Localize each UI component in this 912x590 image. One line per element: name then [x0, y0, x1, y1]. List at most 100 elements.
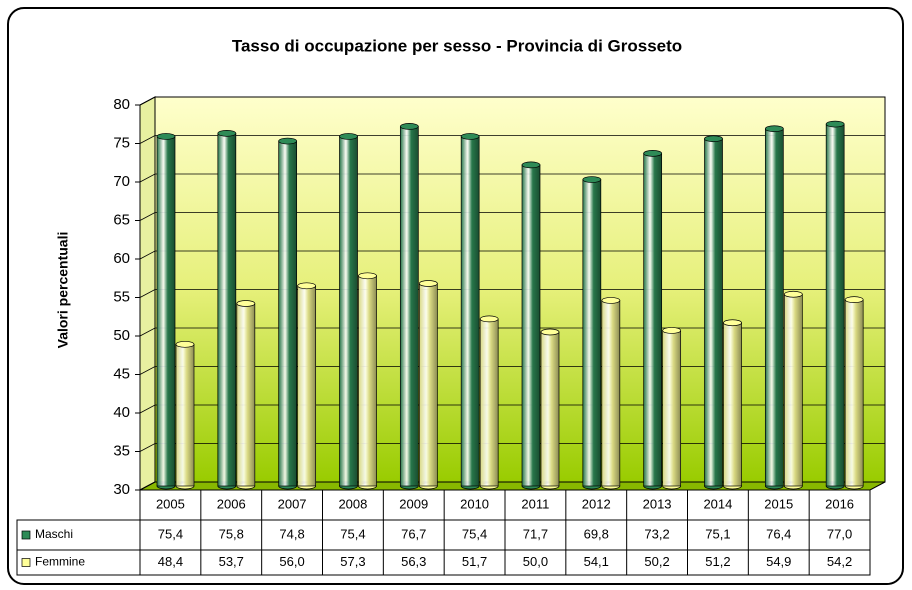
- bar-cap: [764, 125, 784, 133]
- bar-shading: [339, 136, 358, 487]
- bar-shading: [157, 136, 175, 487]
- bar-shading: [358, 275, 377, 486]
- bar-cap: [582, 176, 602, 183]
- table-value: 51,7: [462, 554, 487, 569]
- table-value: 69,8: [584, 526, 609, 541]
- bar-shading: [236, 303, 255, 486]
- bar-cap: [297, 282, 317, 290]
- y-tick-label: 70: [113, 173, 130, 190]
- table-value: 71,7: [523, 526, 548, 541]
- table-value: 50,0: [523, 554, 548, 569]
- x-tick-label: 2011: [521, 496, 549, 511]
- bar-shading: [480, 318, 499, 486]
- grid-line: [139, 443, 885, 452]
- bar-shading: [419, 283, 438, 486]
- x-tick-label: 2013: [643, 496, 672, 511]
- bar-shading: [541, 332, 559, 486]
- grid-line: [139, 404, 885, 414]
- chart-title: Tasso di occupazione per sesso - Provinc…: [232, 36, 682, 55]
- x-tick-label: 2010: [460, 496, 489, 511]
- table-value: 76,4: [766, 526, 791, 541]
- bar-shading: [297, 285, 316, 486]
- legend-label: Maschi: [35, 527, 73, 541]
- y-tick-label: 60: [113, 250, 130, 267]
- bar-cap: [156, 133, 176, 140]
- y-axis-label: Valori percentuali: [55, 232, 71, 349]
- x-tick-label: 2009: [399, 496, 428, 511]
- table-value: 51,2: [705, 554, 730, 569]
- bar-shading: [643, 153, 662, 487]
- table-value: 54,1: [584, 554, 609, 569]
- bar-shading: [400, 126, 419, 486]
- table-value: 48,4: [158, 554, 183, 569]
- legend-swatch: [21, 530, 31, 540]
- bar-cap: [339, 133, 358, 140]
- bar-cap: [521, 161, 541, 169]
- legend-label: Femmine: [35, 555, 85, 569]
- grid-line: [139, 289, 885, 298]
- bar-shading: [601, 300, 620, 486]
- x-tick-label: 2015: [764, 496, 793, 511]
- bar-cap: [479, 315, 499, 323]
- x-tick-label: 2016: [825, 496, 854, 511]
- bar-shading: [765, 128, 784, 486]
- bar-cap: [704, 135, 723, 143]
- bar-cap: [217, 129, 237, 137]
- table-value: 54,9: [766, 554, 791, 569]
- bar-shading: [723, 322, 742, 486]
- grid-line: [139, 96, 885, 106]
- grid-line: [139, 212, 885, 221]
- table-value: 76,7: [401, 526, 426, 541]
- bar-shading: [278, 141, 297, 487]
- x-tick-label: 2012: [582, 496, 611, 511]
- y-tick-label: 30: [113, 481, 130, 498]
- bar-cap: [236, 300, 256, 307]
- bar-cap: [643, 150, 663, 157]
- bar-cap: [399, 123, 419, 130]
- y-tick-label: 65: [113, 211, 130, 228]
- table-value: 56,3: [401, 554, 426, 569]
- grid-line: [139, 366, 885, 375]
- table-value: 73,2: [644, 526, 669, 541]
- legend-swatch: [21, 558, 31, 567]
- table-value: 53,7: [219, 554, 244, 569]
- bar-cap: [662, 327, 682, 334]
- bar-cap: [723, 319, 742, 327]
- table-value: 75,1: [705, 526, 730, 541]
- x-tick-label: 2014: [703, 496, 732, 511]
- table-value: 75,4: [462, 526, 487, 541]
- y-tick-label: 45: [113, 365, 130, 382]
- bar-cap: [418, 280, 438, 287]
- bar-shading: [662, 330, 681, 486]
- bar-cap: [278, 137, 298, 145]
- y-tick-label: 80: [113, 96, 130, 113]
- grid-line: [139, 327, 885, 337]
- bar-shading: [826, 124, 845, 486]
- y-tick-label: 55: [113, 288, 130, 305]
- x-tick-label: 2005: [156, 496, 185, 511]
- y-tick-label: 50: [113, 327, 130, 344]
- table-value: 50,2: [644, 554, 669, 569]
- bar-shading: [461, 136, 480, 487]
- bar-shading: [217, 133, 236, 486]
- y-tick-label: 35: [113, 442, 130, 459]
- bar-cap: [601, 297, 621, 304]
- x-tick-label: 2008: [338, 496, 367, 511]
- grid-line: [139, 250, 885, 260]
- x-tick-label: 2007: [278, 496, 307, 511]
- bar-cap: [540, 328, 560, 336]
- grid-line: [139, 481, 885, 491]
- bar-shading: [582, 179, 601, 487]
- bar-cap: [175, 340, 195, 348]
- table-value: 74,8: [279, 526, 304, 541]
- bar-shading: [176, 344, 194, 486]
- y-tick-label: 75: [113, 134, 130, 151]
- bar-cap: [460, 133, 480, 140]
- bar-cap: [358, 272, 377, 280]
- grid-line: [139, 173, 885, 183]
- y-tick-label: 40: [113, 404, 130, 421]
- bar-shading: [704, 138, 723, 487]
- grid-line: [139, 135, 885, 144]
- bar-shading: [845, 299, 864, 486]
